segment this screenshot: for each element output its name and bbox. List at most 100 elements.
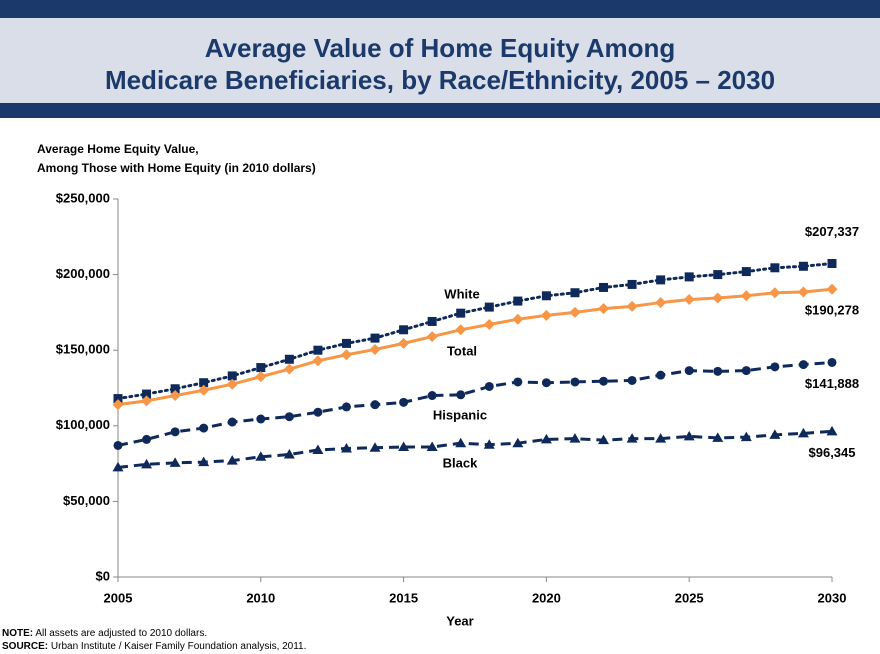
marker	[769, 429, 781, 439]
marker	[284, 412, 294, 422]
note-label: NOTE:	[2, 628, 33, 639]
marker	[570, 377, 580, 387]
marker	[569, 433, 581, 443]
marker	[513, 296, 523, 306]
marker	[284, 354, 294, 364]
x-tick-label: 2005	[104, 590, 133, 605]
x-axis-title: Year	[446, 613, 473, 628]
marker	[341, 338, 351, 348]
marker	[313, 345, 323, 355]
marker	[683, 294, 695, 306]
marker	[540, 309, 552, 321]
marker	[312, 444, 324, 454]
marker	[142, 389, 152, 399]
marker	[741, 267, 751, 277]
x-tick-label: 2015	[389, 590, 418, 605]
marker	[112, 399, 124, 411]
marker	[169, 457, 181, 467]
marker	[227, 371, 237, 381]
note-text: All assets are adjusted to 2010 dollars.	[33, 628, 207, 639]
marker	[798, 261, 808, 271]
marker	[398, 337, 410, 349]
marker	[599, 282, 609, 292]
marker	[170, 427, 180, 437]
marker	[226, 378, 238, 390]
marker	[626, 300, 638, 312]
series-line	[116, 262, 834, 401]
marker	[141, 458, 153, 469]
marker	[456, 308, 466, 318]
marker	[741, 366, 751, 376]
marker	[627, 279, 637, 289]
marker	[599, 376, 609, 386]
marker	[255, 371, 267, 383]
marker	[713, 270, 723, 280]
source: SOURCE: Urban Institute / Kaiser Family …	[2, 641, 306, 652]
marker	[827, 357, 837, 367]
marker	[427, 391, 437, 401]
header-band	[0, 0, 880, 18]
series-label: Hispanic	[433, 407, 487, 422]
marker	[283, 449, 295, 459]
marker	[512, 437, 524, 448]
marker	[684, 272, 694, 282]
marker	[826, 283, 838, 295]
marker	[256, 363, 266, 373]
source-text: Urban Institute / Kaiser Family Foundati…	[48, 641, 306, 652]
value-label: $96,345	[809, 445, 856, 460]
marker	[426, 441, 438, 451]
value-label: $141,888	[805, 376, 859, 391]
marker	[112, 461, 124, 472]
y-tick-label: $50,000	[63, 493, 110, 508]
marker	[627, 375, 637, 385]
chart-title: Medicare Beneficiaries, by Race/Ethnicit…	[105, 65, 775, 95]
marker	[512, 313, 524, 325]
marker	[170, 384, 180, 394]
marker	[199, 378, 209, 388]
marker	[142, 434, 152, 444]
marker	[798, 360, 808, 370]
marker	[455, 324, 467, 336]
marker	[484, 381, 494, 391]
marker	[684, 366, 694, 376]
series-line	[117, 360, 833, 447]
marker	[483, 318, 495, 330]
marker	[370, 333, 380, 343]
marker	[455, 437, 467, 448]
title-band	[0, 18, 880, 103]
marker	[598, 434, 610, 445]
marker	[541, 378, 551, 388]
series-label: Total	[447, 343, 477, 358]
marker	[369, 442, 381, 452]
x-tick-label: 2030	[818, 590, 847, 605]
y-tick-label: $150,000	[56, 342, 110, 357]
marker	[113, 394, 123, 404]
y-axis-title: Among Those with Home Equity (in 2010 do…	[37, 161, 316, 175]
marker	[398, 441, 410, 451]
marker	[569, 306, 581, 318]
marker	[426, 331, 438, 343]
marker	[598, 303, 610, 315]
y-axis-title: Average Home Equity Value,	[37, 142, 199, 156]
marker	[483, 439, 495, 449]
series-label: White	[444, 286, 479, 301]
x-tick-label: 2020	[532, 590, 561, 605]
marker	[141, 395, 153, 407]
marker	[340, 442, 352, 453]
marker	[226, 455, 238, 465]
marker	[712, 432, 724, 442]
marker	[540, 433, 552, 444]
marker	[827, 259, 837, 269]
marker	[797, 427, 809, 438]
marker	[256, 414, 266, 424]
marker	[169, 390, 181, 402]
marker	[656, 370, 666, 380]
value-label: $207,337	[805, 224, 859, 239]
series-line	[117, 429, 833, 469]
marker	[683, 430, 695, 441]
marker	[656, 275, 666, 285]
header-band	[0, 103, 880, 118]
marker	[541, 291, 551, 301]
marker	[399, 325, 409, 335]
